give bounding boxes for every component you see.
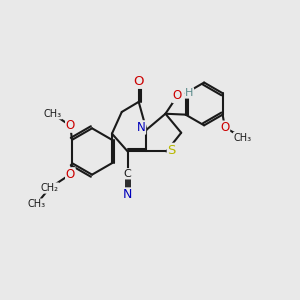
Text: O: O [173, 89, 182, 102]
Text: O: O [66, 119, 75, 132]
Text: CH₃: CH₃ [234, 133, 252, 142]
Text: CH₂: CH₂ [40, 183, 58, 193]
Text: O: O [220, 121, 230, 134]
Text: S: S [167, 143, 176, 157]
Text: C: C [124, 169, 132, 179]
Text: O: O [134, 75, 144, 88]
Text: CH₃: CH₃ [44, 109, 62, 119]
Text: N: N [137, 121, 146, 134]
Text: N: N [123, 188, 132, 201]
Text: CH₃: CH₃ [27, 199, 46, 209]
Text: O: O [66, 168, 75, 181]
Text: H: H [185, 88, 194, 98]
